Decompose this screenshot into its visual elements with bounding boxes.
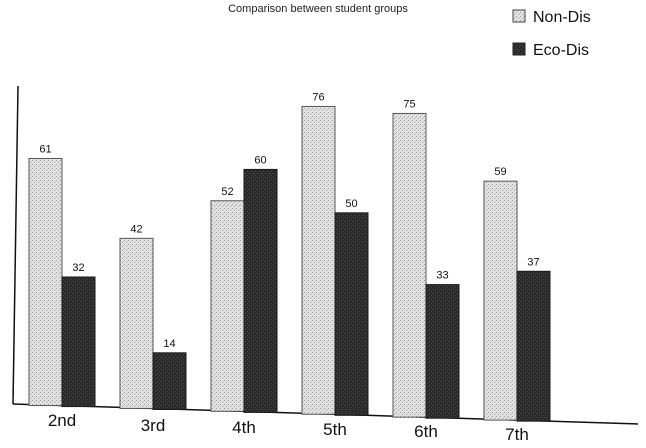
x-tick-label-4th: 4th (232, 418, 256, 437)
value-label-eco-dis-6th: 33 (436, 270, 448, 282)
x-tick-label-3rd: 3rd (141, 416, 166, 435)
bar-eco-dis-4th (243, 168, 278, 413)
y-axis-line (12, 85, 19, 405)
bar-non-dis-6th (392, 112, 427, 418)
value-label-non-dis-6th: 75 (403, 98, 415, 110)
bar-non-dis-5th (301, 105, 336, 415)
legend-swatch-non-dis (512, 9, 526, 23)
value-label-eco-dis-2nd: 32 (72, 262, 84, 274)
value-label-non-dis-4th: 52 (221, 186, 233, 198)
value-label-eco-dis-5th: 50 (345, 198, 357, 210)
bar-eco-dis-3rd (152, 352, 187, 410)
x-tick-label-5th: 5th (323, 420, 347, 439)
bar-eco-dis-6th (425, 284, 460, 419)
chart-subtitle: Comparison between student groups (228, 3, 408, 15)
x-tick-label-2nd: 2nd (48, 411, 76, 430)
x-tick-labels: 2nd 3rd 4th 5th 6th 7th (48, 411, 529, 444)
legend-item-eco-dis: Eco-Dis (512, 42, 589, 59)
bar-non-dis-3rd (119, 237, 154, 409)
x-tick-label-6th: 6th (414, 422, 438, 441)
value-label-non-dis-5th: 76 (312, 91, 324, 103)
bar-non-dis-7th (483, 180, 518, 421)
bars (28, 105, 551, 422)
bar-non-dis-4th (210, 200, 245, 412)
legend-swatch-eco-dis (512, 42, 526, 56)
value-label-non-dis-7th: 59 (494, 166, 506, 178)
legend-item-non-dis: Non-Dis (512, 9, 591, 26)
legend-label-non-dis: Non-Dis (533, 9, 591, 26)
legend: Non-Dis Eco-Dis (512, 9, 591, 59)
bar-eco-dis-2nd (61, 276, 96, 408)
value-labels: 61 32 42 14 52 60 76 50 75 33 59 37 (39, 91, 539, 349)
value-label-non-dis-3rd: 42 (130, 223, 142, 235)
value-label-eco-dis-3rd: 14 (163, 338, 175, 350)
x-tick-label-7th: 7th (505, 425, 529, 444)
bar-eco-dis-7th (516, 270, 551, 422)
value-label-eco-dis-7th: 37 (527, 256, 539, 268)
legend-label-eco-dis: Eco-Dis (533, 42, 589, 59)
value-label-eco-dis-4th: 60 (254, 154, 266, 166)
value-label-non-dis-2nd: 61 (39, 143, 51, 155)
bar-non-dis-2nd (28, 157, 63, 407)
bar-eco-dis-5th (334, 212, 369, 416)
